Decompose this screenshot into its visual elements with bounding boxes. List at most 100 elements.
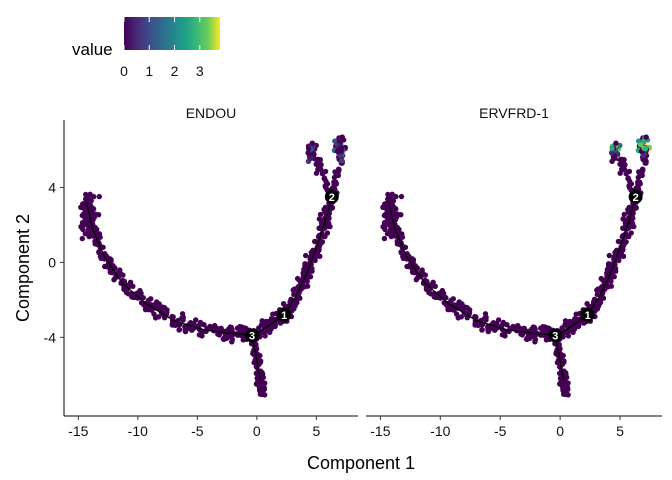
cell-point bbox=[257, 391, 264, 397]
cell-point bbox=[635, 174, 641, 181]
cell-point bbox=[423, 283, 430, 289]
panel-title: ERVFRD-1 bbox=[479, 105, 549, 121]
cell-point bbox=[455, 303, 461, 309]
cell-point bbox=[475, 322, 481, 329]
cell-point bbox=[621, 157, 627, 163]
cell-point bbox=[606, 261, 612, 267]
cell-point bbox=[91, 214, 98, 220]
cell-point bbox=[271, 317, 278, 324]
cell-point bbox=[643, 134, 649, 140]
cell-point bbox=[385, 221, 391, 227]
y-tick-label: 4 bbox=[48, 179, 56, 195]
cell-point bbox=[639, 166, 646, 172]
cell-point bbox=[608, 283, 614, 289]
cell-point bbox=[322, 183, 328, 189]
cell-point bbox=[90, 206, 97, 212]
cell-point bbox=[594, 291, 600, 298]
cell-point bbox=[280, 301, 287, 307]
cell-point bbox=[570, 329, 576, 335]
cell-point bbox=[130, 294, 136, 301]
cell-point bbox=[229, 339, 235, 345]
cell-point bbox=[292, 303, 298, 309]
cell-point bbox=[521, 325, 527, 331]
branch-node bbox=[628, 189, 643, 204]
cell-point bbox=[267, 329, 273, 335]
cell-point bbox=[502, 333, 508, 339]
branch-node-label: 3 bbox=[552, 330, 558, 342]
cell-point bbox=[83, 221, 89, 227]
cell-point bbox=[635, 181, 641, 187]
cell-point bbox=[81, 213, 87, 219]
cell-point bbox=[584, 301, 590, 307]
cell-point bbox=[338, 158, 345, 164]
cell-point bbox=[638, 142, 644, 148]
cell-point bbox=[630, 215, 636, 221]
cell-point bbox=[176, 327, 182, 333]
cell-point bbox=[443, 295, 449, 301]
cell-point bbox=[456, 299, 462, 305]
cell-point bbox=[450, 296, 456, 302]
cell-point bbox=[96, 193, 103, 200]
cell-point bbox=[411, 270, 418, 276]
x-tick-label: -15 bbox=[68, 423, 88, 439]
cell-point bbox=[199, 333, 205, 339]
branch-node-label: 1 bbox=[585, 310, 591, 322]
cell-point bbox=[381, 235, 388, 242]
cell-point bbox=[303, 261, 309, 267]
cell-point bbox=[609, 150, 615, 156]
cell-point bbox=[80, 201, 87, 207]
cell-point bbox=[389, 231, 395, 237]
cell-point bbox=[516, 326, 522, 332]
cell-point bbox=[304, 283, 311, 289]
cell-point bbox=[626, 178, 633, 184]
x-tick-label: -10 bbox=[430, 423, 450, 439]
legend-tick-label: 3 bbox=[196, 63, 204, 79]
branch-node bbox=[324, 189, 339, 204]
cell-point bbox=[322, 208, 328, 214]
branch-node bbox=[245, 328, 260, 343]
legend-tick-label: 0 bbox=[120, 63, 128, 79]
branch-node bbox=[277, 307, 292, 322]
cell-point bbox=[179, 311, 186, 317]
cell-point bbox=[127, 283, 133, 289]
cell-point bbox=[385, 191, 391, 198]
cell-point bbox=[629, 220, 636, 226]
cell-point bbox=[152, 303, 159, 309]
cell-point bbox=[87, 191, 93, 197]
cell-point bbox=[433, 294, 439, 301]
cell-point bbox=[455, 315, 461, 321]
trajectory-line bbox=[85, 196, 333, 381]
cell-point bbox=[331, 181, 337, 187]
cell-point bbox=[483, 317, 489, 323]
cell-point bbox=[382, 201, 389, 207]
cell-point bbox=[83, 196, 89, 202]
cell-point bbox=[642, 158, 649, 164]
cell-point bbox=[259, 318, 265, 324]
cell-point bbox=[303, 252, 309, 259]
cell-point bbox=[430, 283, 436, 289]
cell-point bbox=[262, 392, 268, 398]
branch-node-label: 2 bbox=[329, 192, 335, 204]
cell-point bbox=[609, 145, 615, 152]
cell-point bbox=[218, 325, 224, 331]
cell-point bbox=[164, 307, 170, 313]
cell-point bbox=[398, 193, 405, 200]
cell-point bbox=[622, 220, 629, 226]
x-tick-label: -5 bbox=[494, 423, 507, 439]
cell-point bbox=[562, 318, 569, 324]
y-tick-label: 0 bbox=[48, 254, 56, 270]
cell-point bbox=[172, 322, 179, 329]
cell-point bbox=[504, 322, 510, 328]
cell-point bbox=[380, 224, 386, 230]
cell-point bbox=[212, 326, 219, 332]
x-tick-label: 0 bbox=[556, 423, 564, 439]
cell-point bbox=[393, 214, 400, 220]
legend-tick-label: 2 bbox=[171, 63, 179, 79]
panel-endou: ENDOU 1 2 3 bbox=[78, 105, 348, 398]
cell-point bbox=[317, 157, 323, 163]
cell-point bbox=[315, 166, 321, 172]
cell-point bbox=[193, 317, 199, 323]
cell-point bbox=[262, 333, 268, 339]
cell-point bbox=[309, 140, 315, 146]
